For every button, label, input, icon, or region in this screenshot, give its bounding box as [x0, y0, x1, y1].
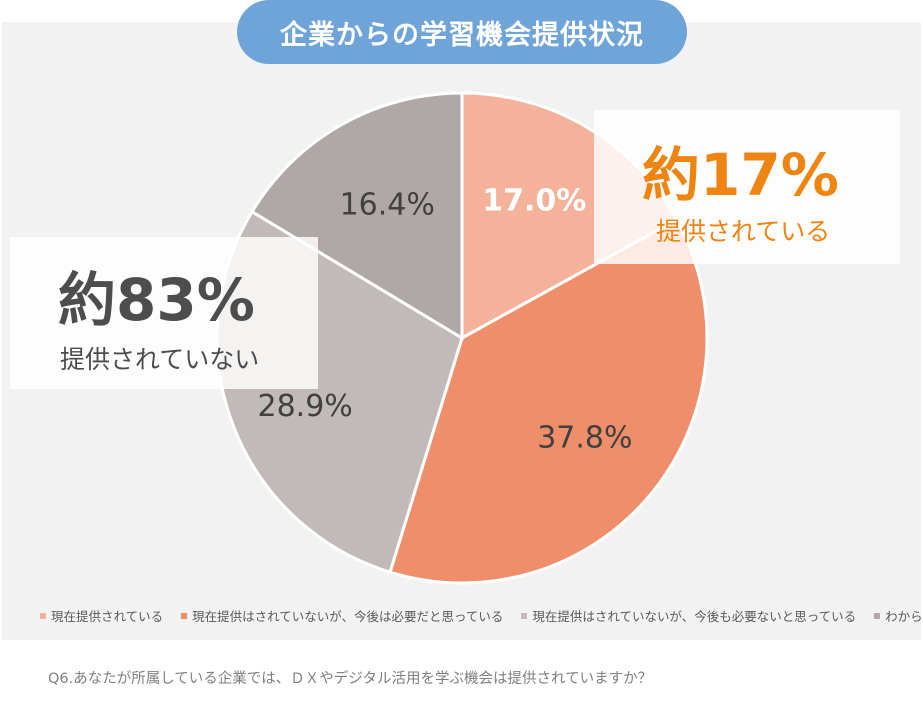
callout-provided-percent: 約17% [642, 141, 839, 209]
legend-swatch [521, 612, 528, 619]
legend-label: 現在提供されている [51, 609, 164, 624]
callout-not-provided-label: 提供されていない [60, 345, 260, 374]
legend-label: わからない [885, 609, 923, 624]
callout-provided: 約17% 提供されている [594, 110, 900, 264]
callout-not-provided: 約83% 提供されていない [10, 237, 318, 389]
legend-item: 現在提供はされていないが、今後は必要だと思っている [181, 606, 503, 625]
pie-slice [388, 217, 709, 585]
survey-question: Q6.あなたが所属している企業では、ＤＸやデジタル活用を学ぶ機会は提供されていま… [48, 671, 653, 687]
slice-label: 28.9% [257, 389, 352, 424]
legend-label: 現在提供はされていないが、今後は必要だと思っている [192, 609, 504, 624]
legend-swatch [40, 612, 46, 619]
legend: 現在提供されている 現在提供はされていないが、今後は必要だと思っている 現在提供… [40, 606, 923, 625]
callout-not-provided-percent: 約83% [58, 266, 255, 334]
slice-label: 37.8% [537, 420, 632, 455]
legend-swatch [181, 612, 188, 619]
slice-label: 16.4% [340, 187, 435, 222]
legend-swatch [874, 612, 881, 619]
pie-slice [249, 91, 464, 341]
slice-label: 17.0% [482, 184, 586, 219]
legend-item: わからない [874, 606, 923, 625]
chart-title: 企業からの学習機会提供状況 [237, 0, 687, 64]
legend-label: 現在提供はされていないが、今後も必要ないと思っている [532, 609, 857, 624]
legend-item: 現在提供されている [40, 606, 163, 625]
callout-provided-label: 提供されている [656, 217, 831, 246]
legend-item: 現在提供はされていないが、今後も必要ないと思っている [521, 606, 856, 625]
